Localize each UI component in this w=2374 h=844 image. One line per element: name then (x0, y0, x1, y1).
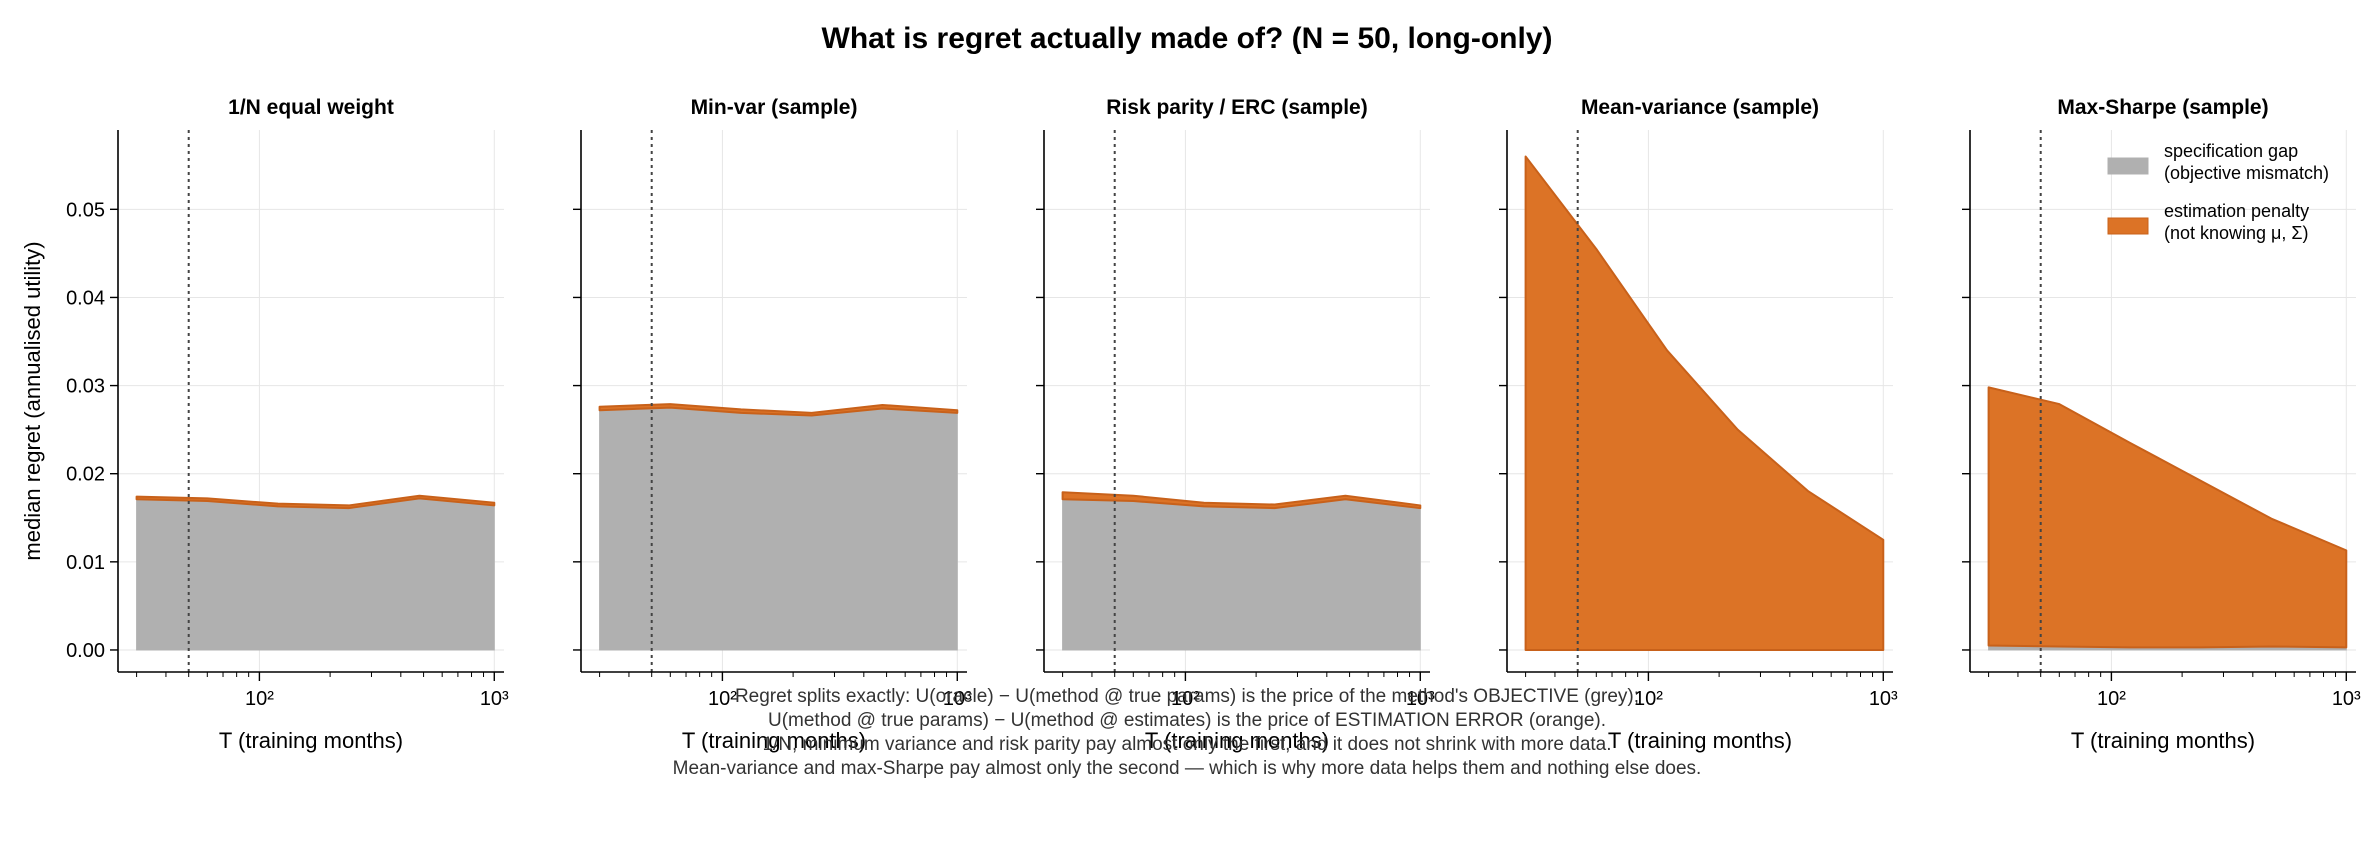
y-tick-label: 0.03 (66, 376, 105, 398)
area-specification-gap (136, 497, 495, 651)
legend: specification gap(objective mismatch) est… (2107, 141, 2329, 243)
panels: 0.00 0.01 0.02 0.03 0.04 0.05 10² 10³ 1/N equal … (20, 96, 2361, 753)
x-tick-label: 10² (2097, 688, 2126, 710)
caption-line: U(method @ true params) − U(method @ est… (768, 710, 1606, 731)
x-axis-label: T (training months) (1145, 728, 1329, 753)
area-estimation-penalty (135, 494, 496, 510)
x-axis-label: T (training months) (1608, 728, 1792, 753)
panel-title: 1/N equal weight (228, 96, 394, 119)
panel-title: Mean-variance (sample) (1581, 96, 1819, 119)
legend-swatch (2107, 217, 2149, 235)
x-tick-label: 10³ (480, 688, 509, 710)
x-axis-label: T (training months) (682, 728, 866, 753)
area-specification-gap (599, 407, 958, 651)
panel-3: 10² 10³ Risk parity / ERC (sample) T (train… (1036, 96, 1435, 753)
y-tick-label: 0.00 (66, 640, 105, 662)
x-axis-label: T (training months) (2071, 728, 2255, 753)
x-tick-label: 10³ (2332, 688, 2361, 710)
y-tick-label: 0.01 (66, 552, 105, 574)
legend-label: (not knowing μ, Σ) (2164, 223, 2309, 243)
legend-swatch (2107, 157, 2149, 175)
caption-line: 1/N, minimum variance and risk parity pa… (762, 734, 1611, 755)
area-estimation-penalty (1987, 386, 2348, 649)
panel-2: 10² 10³ Min-var (sample) T (training months… (573, 96, 972, 753)
panel-title: Min-var (sample) (691, 96, 858, 119)
caption-line: Regret splits exactly: U(oracle) − U(met… (735, 686, 1639, 707)
x-tick-label: 10² (1171, 688, 1200, 710)
legend-label: (objective mismatch) (2164, 163, 2329, 183)
panel-title: Max-Sharpe (sample) (2057, 96, 2268, 119)
y-tick-label: 0.02 (66, 464, 105, 486)
y-axis-label: median regret (annualised utility) (20, 241, 45, 560)
panel-5: 10² 10³ Max-Sharpe (sample) T (training mon… (1962, 96, 2361, 753)
x-tick-label: 10² (708, 688, 737, 710)
area-estimation-penalty (1524, 155, 1885, 651)
x-axis-label: T (training months) (219, 728, 403, 753)
legend-label: specification gap (2164, 141, 2298, 161)
panel-1: 0.00 0.01 0.02 0.03 0.04 0.05 10² 10³ 1/N equal … (20, 96, 509, 753)
legend-label: estimation penalty (2164, 201, 2309, 221)
y-tick-label: 0.04 (66, 287, 105, 309)
x-tick-label: 10³ (1406, 688, 1435, 710)
x-tick-label: 10³ (1869, 688, 1898, 710)
legend-item-estimation-penalty: estimation penalty(not knowing μ, Σ) (2107, 201, 2309, 243)
caption-line: Mean-variance and max-Sharpe pay almost … (673, 758, 1702, 779)
area-estimation-penalty (598, 403, 959, 417)
y-tick-label: 0.05 (66, 199, 105, 221)
x-tick-label: 10² (1634, 688, 1663, 710)
panel-4: 10² 10³ Mean-variance (sample) T (training … (1499, 96, 1898, 753)
panel-title: Risk parity / ERC (sample) (1106, 96, 1367, 119)
figure-title: What is regret actually made of? (N = 50… (822, 22, 1553, 55)
figure-caption: Regret splits exactly: U(oracle) − U(met… (673, 686, 1702, 779)
area-specification-gap (1062, 498, 1421, 651)
area-estimation-penalty (1061, 491, 1422, 510)
x-tick-label: 10³ (943, 688, 972, 710)
x-tick-label: 10² (245, 688, 274, 710)
legend-item-specification-gap: specification gap(objective mismatch) (2107, 141, 2329, 183)
